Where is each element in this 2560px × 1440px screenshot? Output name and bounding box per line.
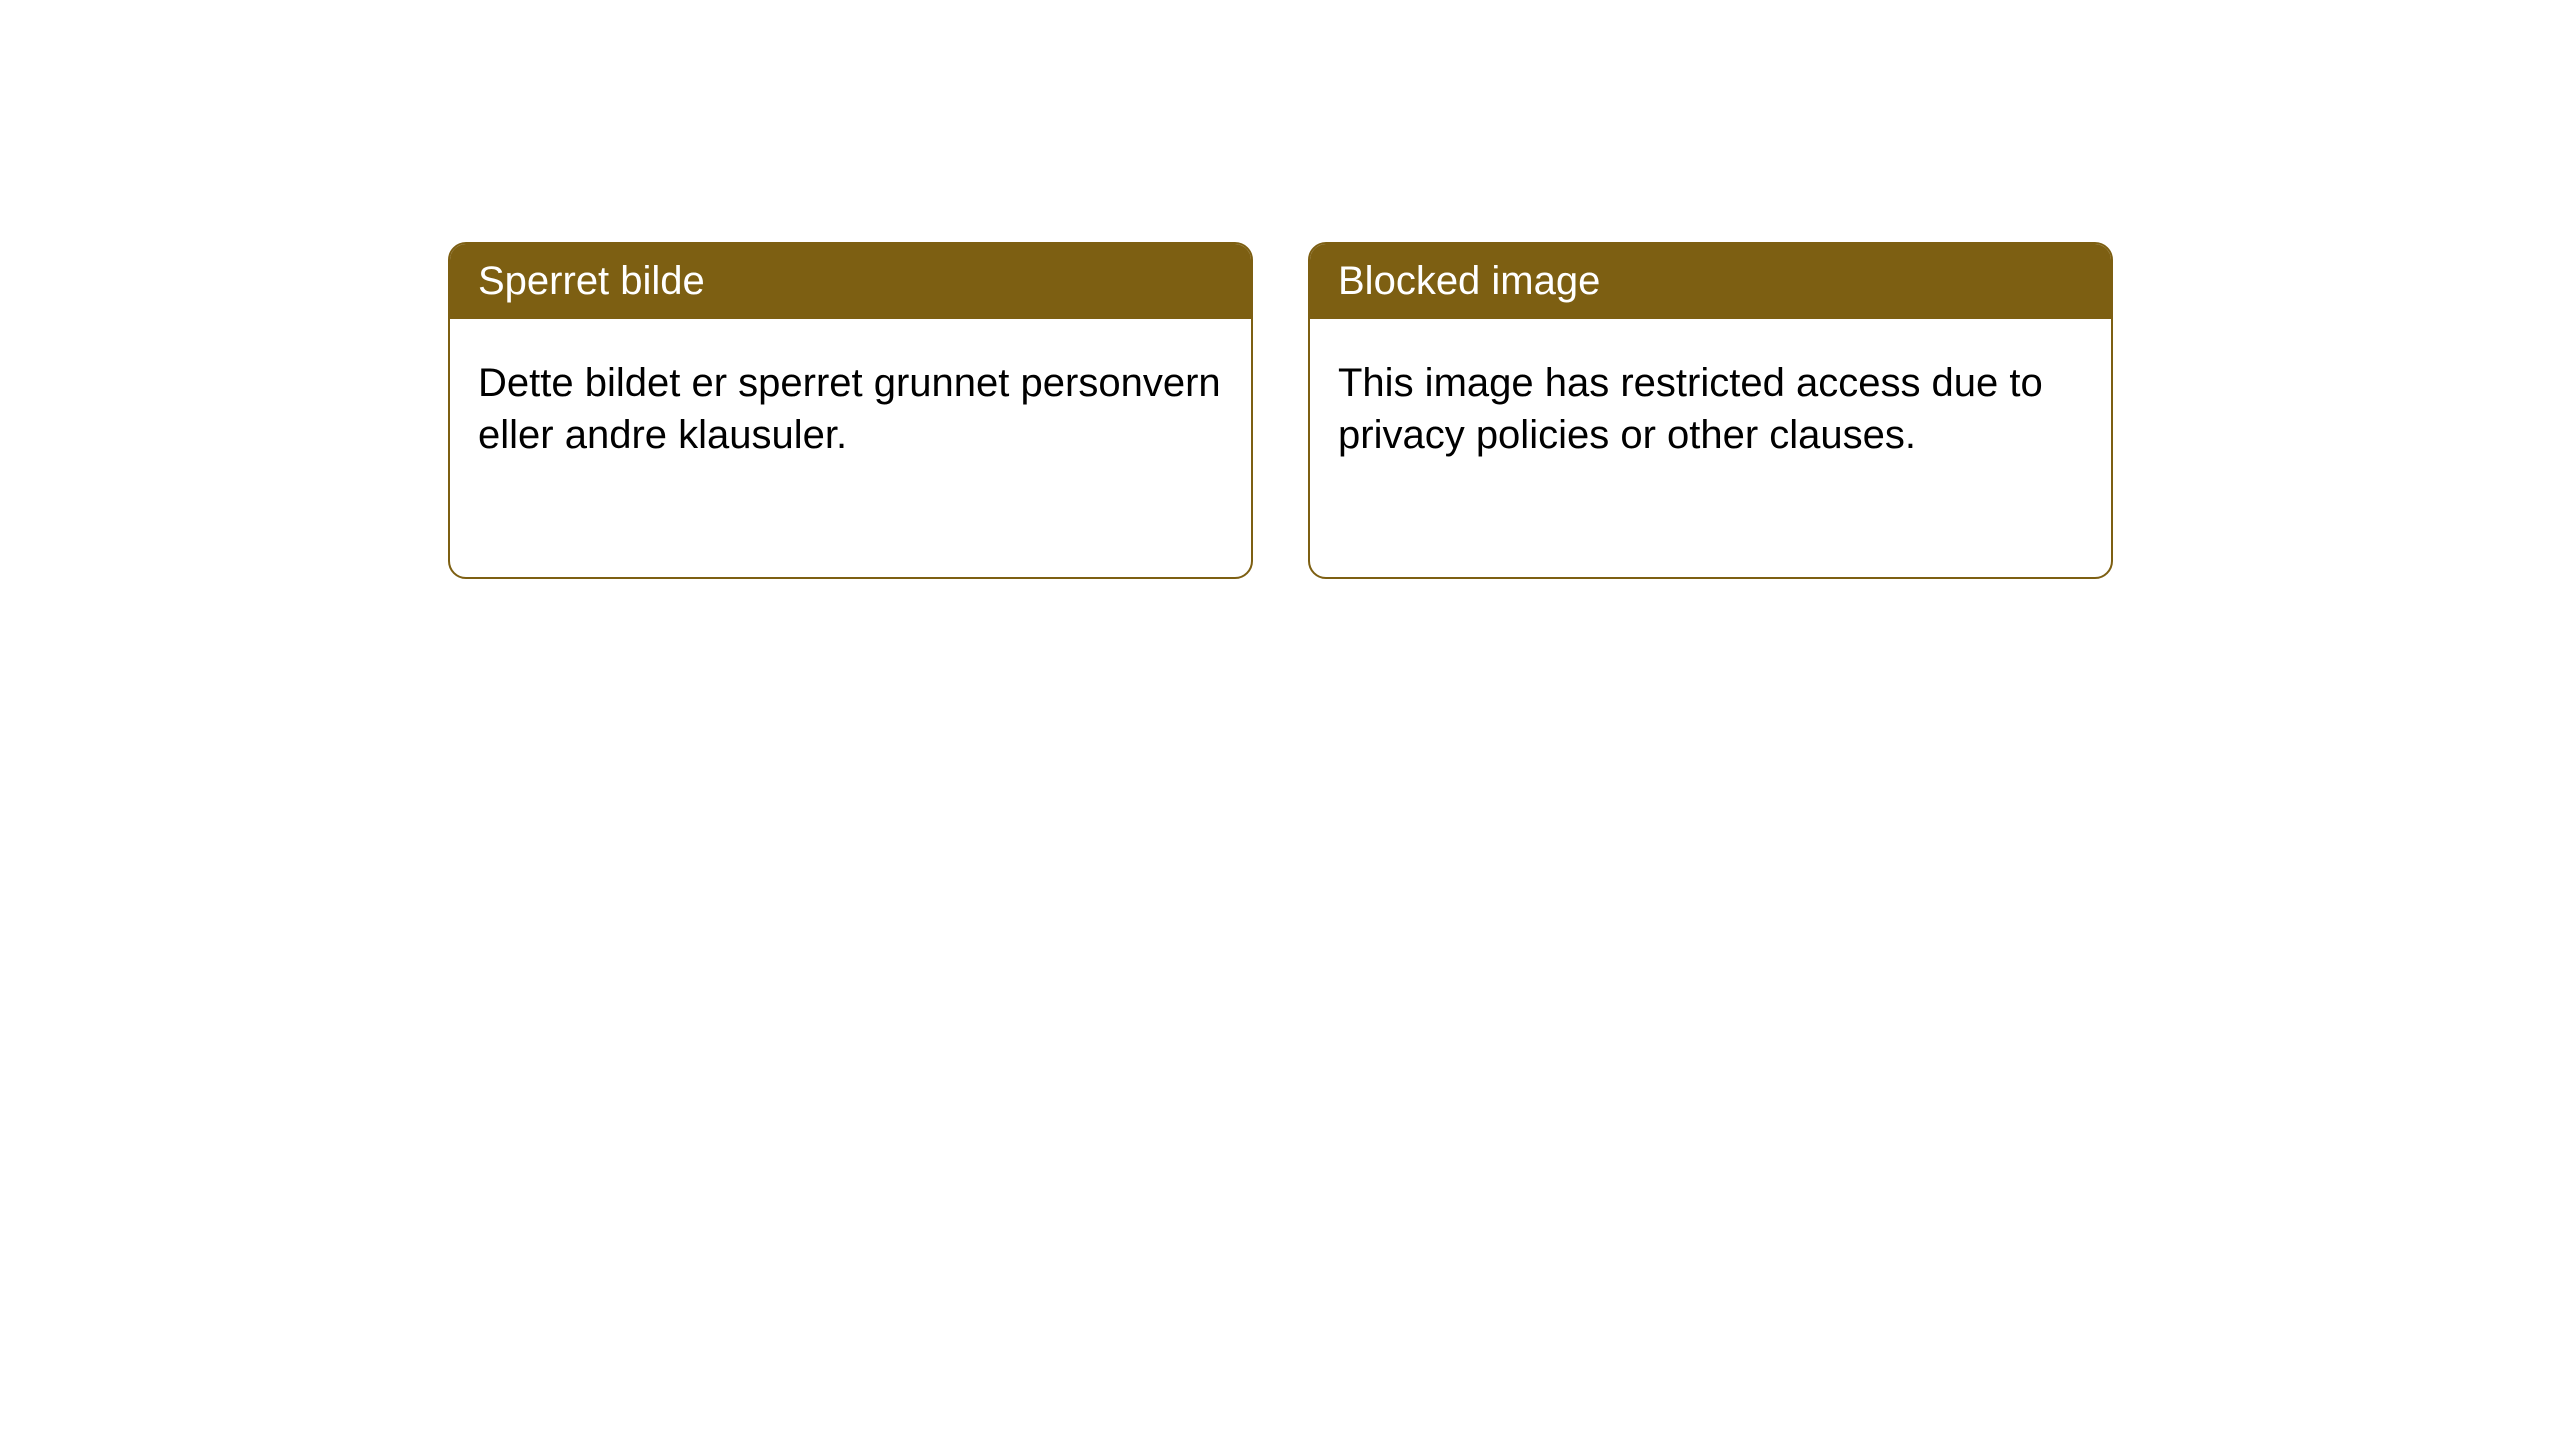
notice-card-english: Blocked image This image has restricted … <box>1308 242 2113 579</box>
card-body: This image has restricted access due to … <box>1310 319 2111 499</box>
card-title: Blocked image <box>1338 259 1600 303</box>
card-header: Blocked image <box>1310 244 2111 319</box>
card-body: Dette bildet er sperret grunnet personve… <box>450 319 1251 499</box>
card-header: Sperret bilde <box>450 244 1251 319</box>
notice-card-container: Sperret bilde Dette bildet er sperret gr… <box>448 242 2113 579</box>
notice-card-norwegian: Sperret bilde Dette bildet er sperret gr… <box>448 242 1253 579</box>
card-title: Sperret bilde <box>478 259 705 303</box>
card-body-text: This image has restricted access due to … <box>1338 361 2043 457</box>
card-body-text: Dette bildet er sperret grunnet personve… <box>478 361 1221 457</box>
